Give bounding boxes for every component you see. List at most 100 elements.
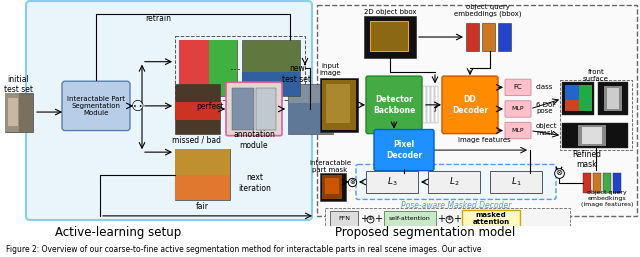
Bar — [179, 40, 237, 96]
Bar — [384, 211, 436, 227]
Bar — [583, 173, 591, 193]
Text: $L_1$: $L_1$ — [511, 176, 521, 188]
Bar — [579, 85, 592, 111]
Text: +: + — [374, 214, 382, 224]
Bar — [175, 175, 230, 200]
Bar — [242, 72, 300, 96]
Text: 2D object bbox: 2D object bbox — [364, 9, 416, 15]
FancyBboxPatch shape — [505, 122, 531, 139]
Text: Proposed segmentation model: Proposed segmentation model — [335, 226, 516, 239]
Bar — [364, 16, 416, 58]
Text: self-attention: self-attention — [389, 216, 431, 222]
Text: MLP: MLP — [512, 128, 524, 133]
Text: ⊗: ⊗ — [349, 179, 355, 185]
Text: front
surface: front surface — [583, 69, 609, 81]
Text: FFN: FFN — [338, 216, 350, 222]
Bar — [431, 86, 434, 123]
Bar — [435, 86, 438, 123]
Text: Interactable Part
Segmentation
Module: Interactable Part Segmentation Module — [67, 96, 125, 116]
FancyBboxPatch shape — [505, 79, 531, 96]
Bar — [325, 208, 570, 230]
Bar — [288, 103, 333, 134]
Bar — [179, 40, 237, 96]
Text: object query
embeddings (bbox): object query embeddings (bbox) — [454, 4, 522, 17]
FancyBboxPatch shape — [62, 81, 130, 131]
FancyBboxPatch shape — [226, 82, 282, 136]
Text: interactable
part mask: interactable part mask — [309, 160, 351, 173]
Bar — [5, 93, 33, 132]
Bar — [560, 80, 632, 150]
Text: missed / bad: missed / bad — [173, 135, 221, 144]
Bar — [582, 127, 602, 144]
Bar — [427, 86, 430, 123]
Bar — [490, 171, 542, 193]
Text: +: + — [453, 214, 461, 224]
Bar — [565, 85, 579, 100]
Text: fair: fair — [195, 202, 209, 211]
Bar — [593, 173, 601, 193]
Text: input
image: input image — [319, 63, 341, 76]
Bar — [598, 82, 628, 115]
Bar — [498, 23, 511, 51]
Bar — [320, 173, 346, 201]
Bar — [325, 178, 339, 194]
Bar — [288, 84, 333, 134]
Bar — [322, 175, 342, 199]
Bar — [482, 23, 495, 51]
Text: Pixel
Decoder: Pixel Decoder — [386, 140, 422, 160]
Text: FC: FC — [514, 84, 522, 90]
Bar — [317, 5, 637, 216]
Text: Refined
mask: Refined mask — [573, 150, 602, 169]
Text: MLP: MLP — [512, 106, 524, 112]
FancyBboxPatch shape — [505, 101, 531, 117]
Text: f: f — [433, 105, 436, 115]
Text: object: object — [536, 123, 557, 130]
Bar — [613, 173, 621, 193]
Bar — [175, 36, 305, 100]
Bar — [209, 40, 237, 96]
Text: annotation
module: annotation module — [233, 130, 275, 150]
Text: new
test set: new test set — [282, 64, 312, 84]
Bar — [322, 80, 356, 130]
Text: Detector
Backbone: Detector Backbone — [373, 95, 415, 115]
Text: class: class — [536, 84, 554, 90]
Text: perfect: perfect — [196, 102, 224, 112]
Text: ⊕: ⊕ — [367, 216, 372, 222]
Bar — [175, 84, 220, 134]
Bar — [175, 102, 220, 120]
Text: 6 DoF: 6 DoF — [536, 102, 556, 108]
Bar — [232, 88, 254, 130]
Text: ⊕: ⊕ — [446, 216, 452, 222]
FancyBboxPatch shape — [442, 76, 498, 134]
Bar — [326, 84, 350, 123]
Text: ...: ... — [230, 60, 242, 73]
Text: ⊗: ⊗ — [556, 168, 563, 177]
Bar — [175, 149, 230, 175]
Bar — [428, 171, 480, 193]
FancyBboxPatch shape — [356, 164, 556, 199]
Bar — [423, 86, 426, 123]
Text: +: + — [360, 214, 368, 224]
Bar — [607, 88, 619, 109]
Bar — [466, 23, 479, 51]
Bar — [604, 86, 622, 111]
FancyBboxPatch shape — [26, 1, 312, 220]
Bar — [366, 171, 418, 193]
Bar — [256, 88, 276, 130]
Text: $L_2$: $L_2$ — [449, 176, 460, 188]
Bar — [8, 98, 18, 126]
Bar — [5, 93, 19, 132]
Text: initial
test set: initial test set — [3, 75, 33, 94]
Bar — [560, 123, 632, 150]
Text: object query
embedkings
(image features): object query embedkings (image features) — [581, 190, 633, 207]
Bar — [578, 125, 606, 146]
Text: +: + — [437, 214, 445, 224]
Bar — [562, 123, 628, 148]
Text: retrain: retrain — [145, 14, 171, 23]
Bar — [242, 40, 300, 96]
Bar — [320, 78, 358, 132]
Text: Figure 2: Overview of our coarse-to-fine active segmentation method for interact: Figure 2: Overview of our coarse-to-fine… — [6, 245, 482, 254]
Text: image features: image features — [458, 137, 511, 143]
Bar — [370, 21, 408, 51]
FancyBboxPatch shape — [366, 76, 422, 134]
